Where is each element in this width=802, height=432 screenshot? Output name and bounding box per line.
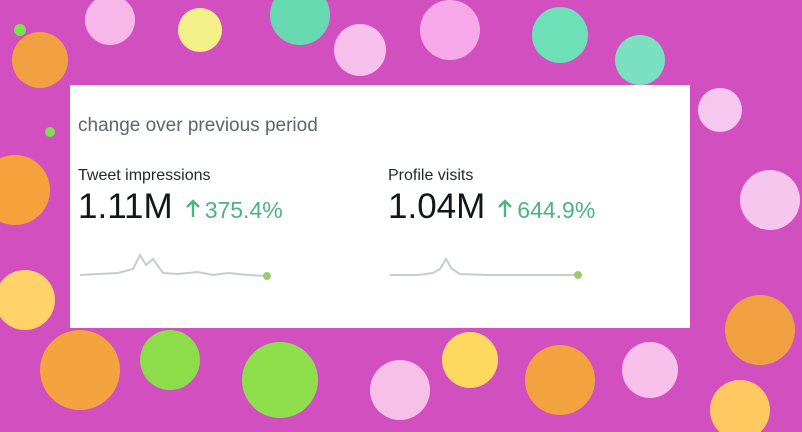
card-header: change over previous period	[78, 115, 318, 136]
metric-value: 1.04M	[388, 187, 486, 226]
up-arrow	[185, 199, 200, 217]
metric-value: 1.11M	[78, 187, 173, 226]
metric: Tweet impressions 1.11M 375.4%	[78, 167, 378, 280]
change-text: 644.9%	[517, 197, 596, 223]
sparkline	[390, 257, 582, 279]
metric-label: Tweet impressions	[78, 167, 211, 184]
metric-change: 644.9%	[497, 197, 595, 224]
metric: Profile visits 1.04M 644.9%	[388, 167, 688, 279]
metric-label: Profile visits	[388, 167, 474, 184]
up-arrow	[498, 199, 513, 217]
sparkline	[79, 252, 271, 280]
metric-change: 375.4%	[185, 197, 283, 224]
change-text: 375.4%	[204, 197, 283, 223]
stats-card: change over previous period Tweet impres…	[70, 85, 690, 328]
